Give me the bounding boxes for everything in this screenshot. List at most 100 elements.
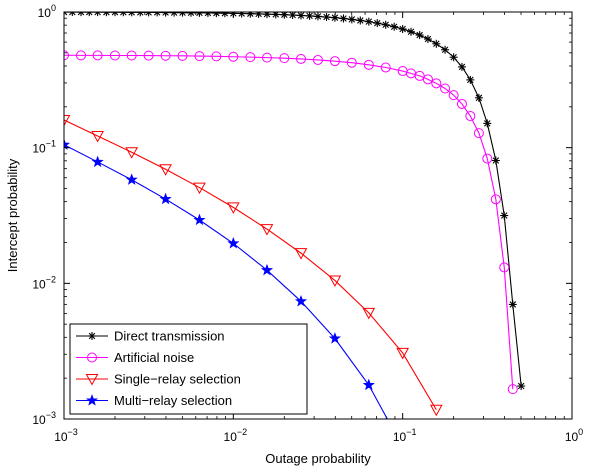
data-point <box>261 52 272 63</box>
data-point <box>507 384 518 395</box>
data-point <box>363 59 374 70</box>
data-point <box>364 17 373 26</box>
legend-label: Artificial noise <box>114 350 194 365</box>
data-point <box>322 13 331 22</box>
legend-box <box>69 323 308 415</box>
data-point <box>328 275 342 287</box>
data-point <box>362 378 375 391</box>
data-point <box>440 83 451 94</box>
data-point <box>246 12 255 18</box>
data-point <box>373 19 382 28</box>
data-point <box>423 35 432 44</box>
data-point <box>228 51 239 62</box>
x-axis-label: Outage probability <box>265 451 371 466</box>
data-point <box>482 153 493 164</box>
y-tick-label: 100 <box>38 3 56 20</box>
data-point <box>193 213 206 226</box>
x-tick-labels: 10−3 10−2 10−1 100 <box>54 427 583 444</box>
data-point <box>271 12 280 19</box>
legend-marker <box>88 332 96 340</box>
data-point <box>91 130 104 143</box>
data-point <box>508 300 517 309</box>
data-point <box>491 156 500 165</box>
data-point <box>456 98 467 109</box>
legend-item: Multi−relay selection <box>76 393 232 408</box>
data-point <box>296 53 307 64</box>
data-point <box>312 54 323 65</box>
data-point <box>294 248 308 260</box>
data-point <box>178 12 187 17</box>
legend-item: Artificial noise <box>76 350 194 365</box>
data-point <box>474 93 483 102</box>
data-point <box>160 50 171 61</box>
data-point <box>356 16 365 25</box>
data-point <box>109 50 120 61</box>
x-tick-label: 10−3 <box>54 427 78 444</box>
data-point <box>195 12 204 17</box>
plot-frame <box>63 11 573 420</box>
legend-item: Single−relay selection <box>76 372 241 387</box>
data-point <box>362 307 376 320</box>
series-line-2 <box>64 119 437 411</box>
data-point <box>91 155 104 168</box>
data-point <box>431 78 442 89</box>
data-point <box>415 31 424 40</box>
data-point <box>245 52 256 63</box>
data-point <box>396 347 410 360</box>
data-point <box>177 50 188 61</box>
series-markers-1 <box>64 50 518 395</box>
data-point <box>226 202 240 214</box>
y-tick-label: 10−2 <box>32 274 56 291</box>
legend-marker <box>87 352 97 363</box>
x-tick-label: 100 <box>565 427 583 444</box>
x-tick-label: 10−1 <box>393 427 417 444</box>
legend: Direct transmission Artificial noise Singl… <box>69 323 308 415</box>
data-point <box>64 138 71 150</box>
data-point <box>346 57 357 68</box>
data-point <box>194 51 205 62</box>
data-point <box>449 53 458 62</box>
legend-marker <box>85 374 99 386</box>
data-point <box>490 194 501 205</box>
x-tick-label: 10−2 <box>224 427 248 444</box>
data-point <box>305 12 314 20</box>
data-point <box>161 12 170 17</box>
data-point <box>381 20 390 29</box>
data-point <box>448 90 459 101</box>
data-point <box>398 25 407 34</box>
data-point <box>500 211 509 220</box>
data-point <box>159 192 172 205</box>
major-ticks <box>63 11 573 420</box>
data-point <box>330 13 339 22</box>
data-point <box>75 50 86 61</box>
data-point <box>297 12 306 20</box>
data-point <box>260 224 274 236</box>
data-point <box>237 12 246 18</box>
data-point <box>203 12 212 17</box>
data-point <box>347 15 356 24</box>
data-point <box>339 14 348 23</box>
y-tick-label: 10−3 <box>32 410 56 427</box>
data-point <box>457 62 466 71</box>
data-point <box>193 182 206 195</box>
data-point <box>227 237 240 249</box>
data-point <box>422 74 433 85</box>
data-point <box>64 50 69 61</box>
y-tick-label: 10−1 <box>32 139 56 156</box>
data-point <box>92 50 103 61</box>
legend-marker <box>85 394 99 406</box>
data-point <box>483 119 492 128</box>
data-point <box>313 12 322 21</box>
data-point <box>279 53 290 64</box>
data-point <box>211 51 222 62</box>
data-point <box>125 147 139 159</box>
data-point <box>294 294 308 307</box>
data-point <box>441 45 450 54</box>
data-point <box>407 27 416 36</box>
data-point <box>390 22 399 31</box>
legend-label: Single−relay selection <box>114 372 241 387</box>
data-point <box>220 12 229 18</box>
data-point <box>143 50 154 61</box>
data-point <box>125 173 138 185</box>
